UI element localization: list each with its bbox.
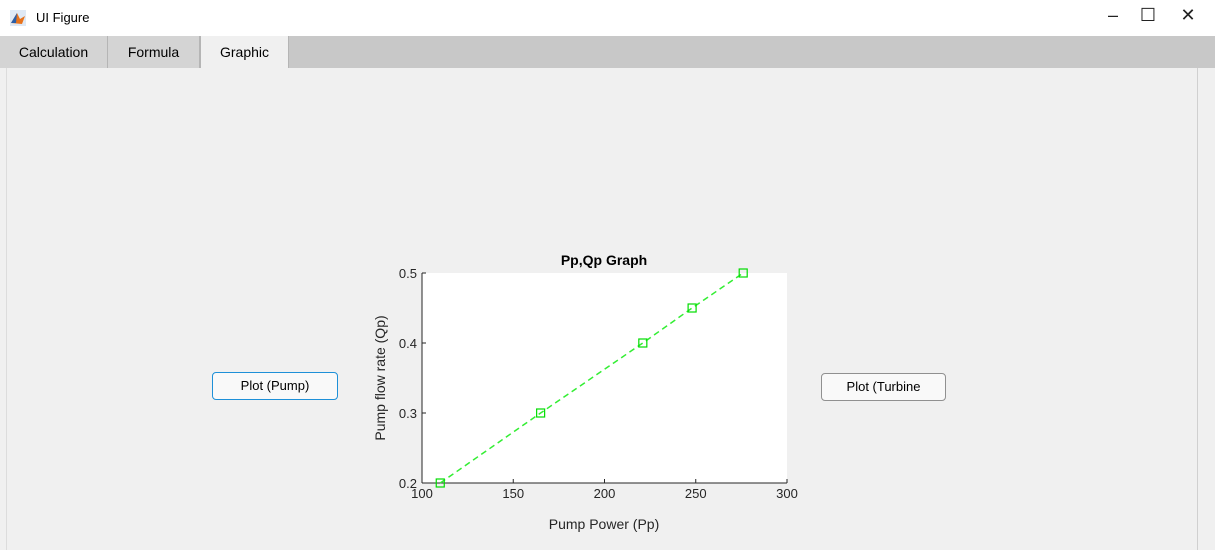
- data-point-marker: [435, 478, 445, 488]
- x-axis-label: Pump Power (Pp): [549, 516, 659, 532]
- plot-turbine-button[interactable]: Plot (Turbine: [821, 373, 946, 401]
- plot-pump-button[interactable]: Plot (Pump): [212, 372, 338, 400]
- data-point-marker: [638, 338, 648, 348]
- chart-svg: Pp,Qp Graph Pump Power (Pp) Pump flow ra…: [372, 252, 798, 532]
- y-tick-label: 0.4: [399, 336, 417, 351]
- matlab-icon: [10, 10, 26, 26]
- chart-title: Pp,Qp Graph: [561, 252, 647, 268]
- pp-qp-chart: Pp,Qp Graph Pump Power (Pp) Pump flow ra…: [360, 248, 820, 540]
- plot-area: [422, 273, 787, 483]
- x-tick-label: 100: [411, 486, 433, 501]
- minimize-button[interactable]: –: [1107, 5, 1118, 25]
- x-tick-label: 300: [776, 486, 798, 501]
- y-axis-label: Pump flow rate (Qp): [372, 315, 388, 440]
- title-bar: UI Figure – ☐ ✕: [0, 0, 1215, 36]
- tab-formula[interactable]: Formula: [108, 36, 200, 68]
- x-tick-label: 200: [594, 486, 616, 501]
- y-tick-label: 0.3: [399, 406, 417, 421]
- data-point-marker: [738, 268, 748, 278]
- tab-graphic[interactable]: Graphic: [200, 36, 289, 68]
- close-button[interactable]: ✕: [1180, 5, 1196, 25]
- maximize-button[interactable]: ☐: [1139, 5, 1157, 25]
- data-point-marker: [687, 303, 697, 313]
- data-point-marker: [536, 408, 546, 418]
- tab-calculation[interactable]: Calculation: [0, 36, 108, 68]
- x-tick-label: 150: [502, 486, 524, 501]
- y-tick-label: 0.5: [399, 266, 417, 281]
- x-tick-label: 250: [685, 486, 707, 501]
- series-line: [439, 272, 744, 484]
- panel-left-border: [6, 68, 7, 550]
- panel-right-border: [1197, 68, 1198, 550]
- tab-strip: Calculation Formula Graphic: [0, 36, 1215, 68]
- y-tick-label: 0.2: [399, 476, 417, 491]
- window-title: UI Figure: [36, 10, 90, 25]
